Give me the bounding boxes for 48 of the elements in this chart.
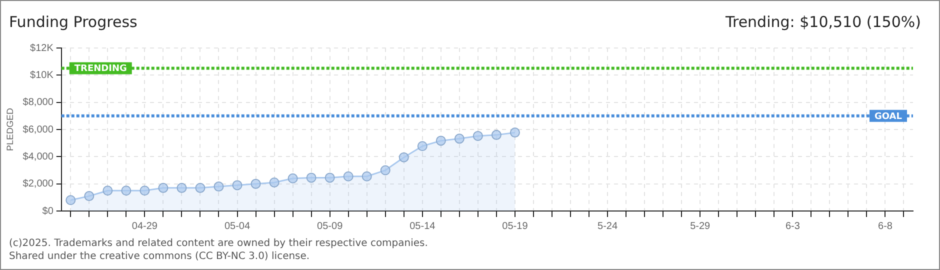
point	[176, 182, 187, 193]
point	[472, 130, 483, 141]
y-tick-label: $6,000	[22, 124, 54, 136]
point	[84, 191, 94, 202]
x-tick-label: 5-29	[690, 220, 711, 232]
x-tick-label: 04-29	[132, 220, 158, 232]
point	[380, 165, 390, 176]
point	[306, 172, 316, 183]
point	[510, 128, 520, 138]
y-tick-label: $12K	[30, 42, 54, 54]
x-tick-label: 6-3	[785, 220, 800, 232]
point	[398, 152, 409, 162]
point	[343, 171, 354, 182]
y-axis-title: PLEDGED	[4, 107, 15, 152]
y-tick-label: $2,000	[22, 178, 54, 190]
point	[102, 186, 113, 196]
point	[324, 172, 335, 183]
point	[121, 186, 132, 196]
text: (c)2025. Trademarks and related content are owned by their respective companies.	[9, 237, 428, 250]
x-tick-label: 05-09	[317, 220, 344, 232]
point	[66, 195, 76, 206]
text: Shared under the creative commons (CC BY-NC 3.0) license.	[9, 250, 311, 263]
chart-subtitle: Trending: $10,510 (150%)	[726, 13, 921, 31]
y-tick-label: $4,000	[22, 151, 54, 162]
x-tick-label: 05-19	[502, 220, 528, 232]
point	[214, 182, 224, 192]
y-tick-label: $10K	[30, 70, 54, 81]
y-tick-label: $8,000	[22, 97, 54, 108]
point	[195, 182, 206, 193]
x-tick-label: 6-8	[878, 220, 893, 232]
point	[158, 182, 168, 193]
y-tick-label: $0	[42, 206, 54, 217]
chart-title: Funding Progress	[9, 13, 138, 31]
point	[232, 180, 242, 190]
point	[491, 130, 502, 140]
x-tick-label: 5-24	[598, 220, 618, 232]
ref-line-label: GOAL	[874, 112, 902, 122]
point	[362, 171, 372, 182]
ref-line-label: TRENDING	[74, 64, 127, 74]
point	[454, 134, 464, 144]
point	[417, 141, 428, 152]
x-tick-label: 05-04	[224, 220, 250, 232]
point	[436, 136, 446, 146]
point	[288, 173, 298, 184]
x-tick-label: 05-14	[410, 220, 436, 232]
point	[269, 177, 280, 188]
point	[140, 186, 150, 196]
point	[250, 178, 261, 189]
